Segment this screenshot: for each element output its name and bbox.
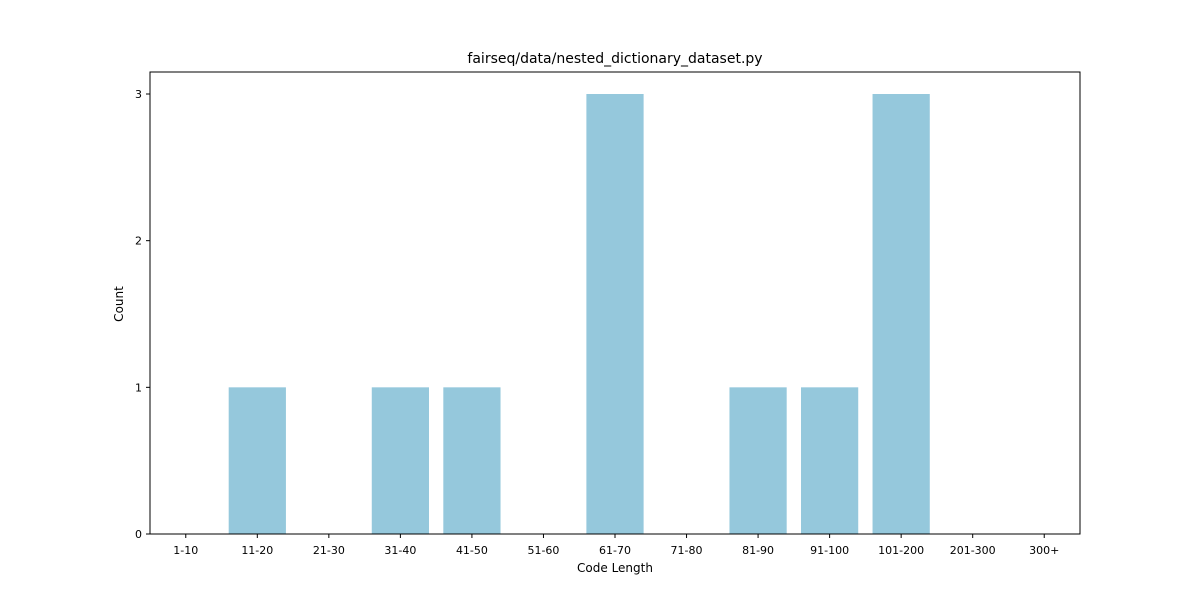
x-tick-label: 81-90 [742, 544, 774, 557]
bar [228, 387, 286, 534]
x-tick-label: 1-10 [173, 544, 198, 557]
x-tick-label: 51-60 [527, 544, 559, 557]
x-tick-label: 21-30 [313, 544, 345, 557]
bar [586, 94, 644, 534]
bar [729, 387, 787, 534]
y-tick-label: 3 [135, 88, 142, 101]
plot-area: 1-10 11-20 21-30 31-40 41-50 51-60 61-70 71-80 8… [135, 71, 1081, 557]
y-tick-label: 0 [135, 528, 142, 541]
x-tick-label: 61-70 [599, 544, 631, 557]
x-tick-label: 41-50 [456, 544, 488, 557]
bar [872, 94, 930, 534]
x-tick-label: 11-20 [241, 544, 273, 557]
y-axis-label: Count [112, 286, 126, 322]
x-axis-label: Code Length [577, 561, 653, 575]
x-tick-label: 31-40 [384, 544, 416, 557]
x-tick-label: 201-300 [950, 544, 996, 557]
chart-title: fairseq/data/nested_dictionary_dataset.p… [467, 51, 762, 67]
x-tick-label: 71-80 [671, 544, 703, 557]
x-tick-label: 91-100 [810, 544, 849, 557]
bar [371, 387, 429, 534]
x-tick-label: 101-200 [878, 544, 924, 557]
x-tick-label: 300+ [1029, 544, 1059, 557]
bar [801, 387, 859, 534]
bar [443, 387, 501, 534]
y-tick-label: 1 [135, 381, 142, 394]
y-tick-label: 2 [135, 235, 142, 248]
